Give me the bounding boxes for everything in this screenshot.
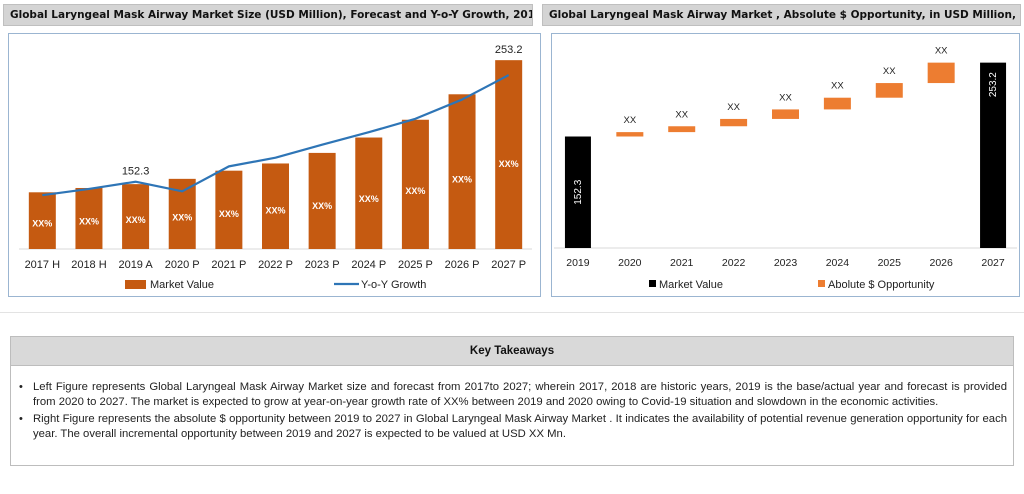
increment-data-label: XX bbox=[883, 66, 896, 77]
opportunity-increment-bar bbox=[772, 109, 799, 119]
x-tick-label: 2026 P bbox=[445, 259, 480, 271]
bar-data-label: XX% bbox=[126, 215, 146, 225]
key-takeaways-body: • Left Figure represents Global Laryngea… bbox=[10, 366, 1014, 466]
absolute-opportunity-chart: 152.3 253.2 XX XX XX XX XX XX XX 2019 2020 2021 2022… bbox=[554, 46, 1017, 291]
right-chart-title: Global Laryngeal Mask Airway Market , Ab… bbox=[542, 4, 1021, 26]
x-tick-label: 2024 bbox=[826, 257, 850, 269]
legend-label: Abolute $ Opportunity bbox=[828, 279, 935, 291]
legend-market-value-swatch bbox=[125, 280, 146, 289]
market-value-bar bbox=[122, 184, 150, 249]
market-value-bar bbox=[495, 60, 523, 250]
absolute-opportunity-chart-panel: 152.3 253.2 XX XX XX XX XX XX XX 2019 2020 2021 2022… bbox=[551, 33, 1020, 297]
bar-data-label: XX% bbox=[405, 186, 425, 196]
x-tick-label: 2025 P bbox=[398, 259, 433, 271]
legend-label: Market Value bbox=[659, 279, 723, 291]
legend-market-value-label: Market Value bbox=[150, 279, 214, 291]
bar-data-label: XX% bbox=[265, 206, 285, 216]
bar-data-label: XX% bbox=[219, 209, 239, 219]
bar-data-label: XX% bbox=[32, 218, 52, 228]
bar-data-label: XX% bbox=[312, 201, 332, 211]
market-size-chart-panel: XX% 2017 H XX% 2018 H XX% 2019 A XX% 2020 P XX% 2… bbox=[8, 33, 541, 297]
x-tick-label: 2022 P bbox=[258, 259, 293, 271]
opportunity-increment-bar bbox=[927, 62, 955, 84]
x-tick-label: 2020 P bbox=[165, 259, 200, 271]
increment-data-label: XX bbox=[623, 115, 636, 126]
x-tick-label: 2023 P bbox=[305, 259, 340, 271]
increment-data-label: XX bbox=[935, 46, 948, 57]
takeaway-item: • Right Figure represents the absolute $… bbox=[19, 412, 1007, 442]
section-divider bbox=[0, 312, 1024, 313]
opportunity-increment-bar bbox=[875, 83, 903, 98]
increment-data-label: XX bbox=[675, 109, 688, 120]
value-annotation: 152.3 bbox=[122, 166, 150, 178]
legend-swatch bbox=[649, 280, 656, 287]
takeaway-item: • Left Figure represents Global Laryngea… bbox=[19, 380, 1007, 410]
market-value-bar bbox=[308, 152, 336, 249]
value-annotation: 253.2 bbox=[495, 44, 523, 56]
market-value-bar bbox=[401, 119, 429, 249]
legend-yoy-growth-label: Y-o-Y Growth bbox=[361, 279, 426, 291]
bullet-icon: • bbox=[19, 413, 23, 425]
x-tick-label: 2026 bbox=[929, 257, 953, 269]
x-tick-label: 2021 P bbox=[211, 259, 246, 271]
bar-data-label: XX% bbox=[79, 217, 99, 227]
market-value-bar bbox=[355, 137, 383, 249]
x-tick-label: 2019 A bbox=[118, 259, 153, 271]
x-tick-label: 2024 P bbox=[351, 259, 386, 271]
opportunity-increment-bar bbox=[668, 126, 696, 133]
x-tick-label: 2017 H bbox=[25, 259, 61, 271]
increment-data-label: XX bbox=[779, 92, 792, 103]
market-value-bar bbox=[564, 136, 591, 248]
x-tick-label: 2027 P bbox=[491, 259, 526, 271]
x-tick-label: 2018 H bbox=[71, 259, 107, 271]
total-value-label: 253.2 bbox=[988, 72, 999, 97]
total-value-label: 152.3 bbox=[573, 179, 584, 204]
bar-data-label: XX% bbox=[172, 212, 192, 222]
x-tick-label: 2022 bbox=[722, 257, 746, 269]
x-tick-label: 2023 bbox=[774, 257, 798, 269]
bar-data-label: XX% bbox=[359, 194, 379, 204]
market-value-bar bbox=[262, 163, 289, 249]
market-value-bar bbox=[215, 170, 243, 249]
x-tick-label: 2025 bbox=[878, 257, 902, 269]
opportunity-increment-bar bbox=[823, 97, 851, 110]
bar-data-label: XX% bbox=[452, 174, 472, 184]
legend-swatch bbox=[818, 280, 825, 287]
market-size-chart: XX% 2017 H XX% 2018 H XX% 2019 A XX% 2020 P XX% 2… bbox=[19, 44, 532, 291]
bar-data-label: XX% bbox=[499, 159, 519, 169]
increment-data-label: XX bbox=[727, 102, 740, 113]
takeaway-text-left-figure: Left Figure represents Global Laryngeal … bbox=[33, 381, 1007, 408]
x-tick-label: 2020 bbox=[618, 257, 642, 269]
opportunity-increment-bar bbox=[720, 118, 748, 127]
market-value-bar bbox=[448, 94, 476, 249]
market-value-bar bbox=[28, 192, 56, 249]
x-tick-label: 2019 bbox=[566, 257, 590, 269]
x-tick-label: 2027 bbox=[981, 257, 1005, 269]
opportunity-increment-bar bbox=[616, 132, 644, 137]
increment-data-label: XX bbox=[831, 81, 844, 92]
x-tick-label: 2021 bbox=[670, 257, 694, 269]
market-value-bar bbox=[75, 187, 103, 249]
takeaway-text-right-figure: Right Figure represents the absolute $ o… bbox=[33, 413, 1007, 440]
market-value-bar bbox=[980, 62, 1007, 248]
left-chart-title: Global Laryngeal Mask Airway Market Size… bbox=[3, 4, 533, 26]
key-takeaways-heading: Key Takeaways bbox=[10, 336, 1014, 366]
yoy-growth-line bbox=[42, 74, 510, 197]
bullet-icon: • bbox=[19, 381, 23, 393]
